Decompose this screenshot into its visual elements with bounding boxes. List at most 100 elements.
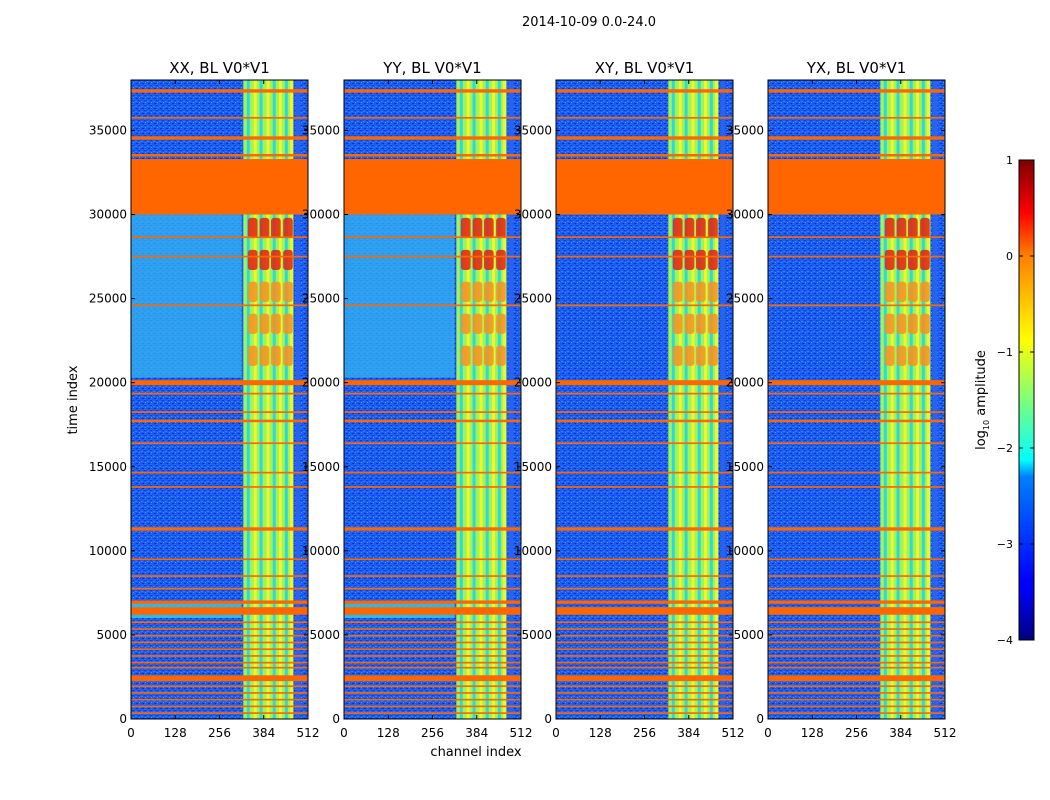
flagged-row [344, 419, 521, 423]
x-tick-label: 128 [589, 726, 612, 740]
heatmap-hotspot [247, 217, 258, 239]
y-tick-label: 5000 [96, 628, 127, 642]
heatmap-stripe [890, 80, 894, 719]
x-tick-label: 0 [764, 726, 772, 740]
flagged-row [344, 236, 521, 239]
flagged-row [344, 628, 521, 630]
flagged-row [344, 136, 521, 140]
flagged-row [131, 692, 308, 694]
heatmap-hotspot [708, 345, 718, 366]
heatmap-hotspot [472, 313, 483, 334]
heatmap-stripe [915, 80, 919, 719]
flagged-row [556, 255, 733, 258]
heatmap-hotspot [920, 313, 930, 334]
y-tick-label: 0 [119, 712, 127, 726]
heatmap-hotspot [708, 217, 718, 239]
flagged-row [768, 621, 945, 624]
flagged-row [556, 655, 733, 657]
flagged-row [556, 419, 733, 423]
flagged-row [556, 587, 733, 590]
heatmap-hotspot [672, 313, 683, 334]
x-tick-label: 128 [164, 726, 187, 740]
heatmap-hotspot [672, 345, 683, 366]
flagged-row [131, 236, 308, 239]
flagged-row [556, 136, 733, 140]
x-axis-label: channel index [430, 745, 521, 760]
flagged-row [768, 666, 945, 669]
heatmap-stripe [278, 80, 282, 719]
flagged-row [556, 575, 733, 577]
flagged-row [768, 655, 945, 657]
heatmap-hotspot [259, 313, 270, 334]
flagged-row [768, 648, 945, 651]
y-tick-label: 10000 [726, 544, 764, 558]
flagged-row [131, 655, 308, 657]
y-tick-label: 0 [544, 712, 552, 726]
y-tick-label: 5000 [733, 628, 764, 642]
flagged-row [344, 587, 521, 590]
heatmap-hotspot [271, 249, 281, 271]
flagged-row [344, 621, 521, 624]
flagged-row [131, 159, 308, 215]
flagged-row [344, 600, 521, 604]
heatmap-hotspot [672, 217, 683, 239]
heatmap-hotspot [896, 345, 907, 366]
flagged-row [131, 471, 308, 474]
heatmap-hotspot [920, 217, 930, 239]
flagged-row [556, 392, 733, 395]
heatmap-hotspot [484, 281, 494, 302]
flagged-row [768, 692, 945, 694]
flagged-row [556, 607, 733, 615]
flagged-row [556, 698, 733, 701]
heatmap-gap [295, 80, 301, 719]
heatmap-stripe [491, 80, 495, 719]
heatmap-stripe [472, 80, 476, 719]
heatmap-hotspot [259, 217, 270, 239]
heatmap-hotspot [684, 281, 695, 302]
flagged-row [131, 712, 308, 714]
colorbar-tick-label: −3 [997, 538, 1013, 551]
x-tick-label: 384 [677, 726, 700, 740]
heatmap-hotspot [884, 313, 895, 334]
heatmap-hotspot [472, 281, 483, 302]
flagged-row [556, 486, 733, 488]
y-tick-label: 25000 [89, 292, 127, 306]
heatmap-hotspot [908, 281, 918, 302]
flagged-row [131, 600, 308, 604]
heatmap-hotspot [884, 217, 895, 239]
heatmap-hotspot [684, 345, 695, 366]
flagged-row [131, 255, 308, 258]
flagged-row [344, 116, 521, 119]
heatmap-gap [720, 80, 726, 719]
flagged-row [768, 419, 945, 423]
flagged-row [556, 89, 733, 93]
flagged-row [768, 392, 945, 395]
flagged-row [344, 255, 521, 258]
flagged-row [131, 661, 308, 664]
flagged-row [768, 558, 945, 561]
heatmap-hotspot [484, 249, 494, 271]
flagged-row [768, 685, 945, 688]
flagged-row [556, 675, 733, 682]
heatmap-hotspot [908, 345, 918, 366]
flagged-row [556, 159, 733, 215]
y-tick-label: 10000 [514, 544, 552, 558]
flagged-row [344, 442, 521, 445]
heatmap-hotspot [460, 217, 471, 239]
flagged-row [556, 236, 733, 239]
colorbar-ticks: 1 0 −1 −2 −3 −4 [997, 154, 1034, 647]
y-tick-label: 15000 [89, 460, 127, 474]
heatmap-hotspot [908, 217, 918, 239]
heatmap-hotspot [259, 281, 270, 302]
heatmap-hotspot [896, 249, 907, 271]
flagged-row [344, 304, 521, 307]
heatmap-cyan-region [131, 214, 242, 378]
x-tick-label: 128 [377, 726, 400, 740]
flagged-row [768, 442, 945, 445]
heatmap-hotspot [496, 345, 506, 366]
flagged-row [344, 471, 521, 474]
panel-title: YX, BL V0*V1 [806, 59, 907, 77]
heatmap-hotspot [696, 345, 706, 366]
flagged-row [768, 712, 945, 714]
